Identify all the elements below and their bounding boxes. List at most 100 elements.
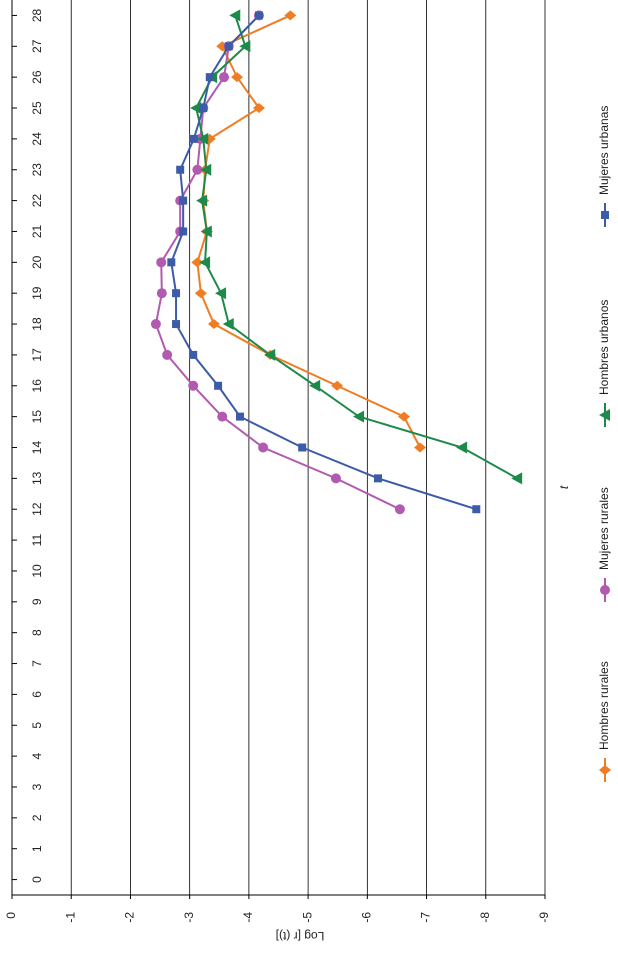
data-point bbox=[511, 472, 523, 485]
data-point bbox=[196, 194, 208, 207]
data-point bbox=[190, 102, 202, 115]
series-line bbox=[170, 14, 477, 511]
data-point bbox=[298, 443, 307, 452]
legend-marker bbox=[601, 211, 609, 219]
x-tick-label: 16 bbox=[30, 379, 44, 393]
y-tick-label: -5 bbox=[300, 912, 314, 923]
data-point bbox=[215, 287, 227, 300]
x-tick-label: 8 bbox=[30, 629, 44, 636]
x-tick-label: 7 bbox=[30, 660, 44, 667]
data-point bbox=[156, 288, 167, 299]
data-point bbox=[236, 412, 245, 421]
data-point bbox=[394, 504, 405, 515]
legend-label: Mujeres rurales bbox=[597, 487, 611, 570]
data-point bbox=[353, 410, 365, 423]
data-point bbox=[207, 319, 220, 330]
legend-label: Hombres rurales bbox=[597, 661, 611, 750]
x-tick-label: 23 bbox=[30, 163, 44, 177]
data-point bbox=[197, 132, 209, 145]
y-tick-label: -1 bbox=[63, 912, 77, 923]
data-point bbox=[330, 473, 341, 484]
x-tick-label: 11 bbox=[30, 534, 44, 547]
x-tick-label: 25 bbox=[30, 101, 44, 115]
legend-label: Mujeres urbanas bbox=[597, 106, 611, 195]
data-point bbox=[222, 318, 234, 331]
data-point bbox=[189, 350, 198, 359]
x-tick-label: 1 bbox=[30, 845, 44, 852]
x-axis-title: t bbox=[557, 485, 571, 489]
data-point bbox=[264, 348, 276, 361]
x-tick-label: 20 bbox=[30, 255, 44, 269]
y-axis-title: Log [r (t)] bbox=[276, 929, 325, 943]
data-point bbox=[309, 379, 321, 392]
data-point bbox=[172, 320, 181, 329]
legend-marker bbox=[600, 585, 610, 595]
x-tick-label: 3 bbox=[30, 783, 44, 790]
series-line bbox=[196, 14, 421, 448]
data-point bbox=[231, 72, 244, 83]
data-point bbox=[156, 257, 167, 268]
x-tick-label: 4 bbox=[30, 752, 44, 759]
y-tick-label: -6 bbox=[360, 912, 374, 923]
y-tick-label: -2 bbox=[123, 912, 137, 923]
data-point bbox=[224, 42, 233, 51]
y-tick-label: -3 bbox=[182, 912, 196, 923]
data-point bbox=[284, 10, 297, 21]
x-tick-label: 18 bbox=[30, 317, 44, 331]
data-point bbox=[254, 11, 263, 20]
x-tick-label: 22 bbox=[30, 194, 44, 208]
x-tick-label: 0 bbox=[30, 876, 44, 883]
data-point bbox=[239, 40, 251, 53]
data-point bbox=[219, 72, 230, 83]
data-point bbox=[217, 411, 228, 422]
x-tick-label: 21 bbox=[30, 224, 44, 238]
data-point bbox=[172, 289, 181, 298]
x-tick-label: 14 bbox=[30, 441, 44, 455]
x-tick-label: 24 bbox=[30, 132, 44, 146]
legend-marker bbox=[599, 409, 610, 421]
x-tick-label: 28 bbox=[30, 8, 44, 22]
data-point bbox=[167, 258, 176, 267]
x-tick-label: 10 bbox=[30, 564, 44, 578]
y-tick-label: 0 bbox=[4, 912, 18, 919]
data-point bbox=[188, 380, 199, 391]
y-tick-label: -9 bbox=[537, 912, 551, 923]
data-point bbox=[150, 319, 161, 330]
y-tick-label: -8 bbox=[478, 912, 492, 923]
x-tick-label: 13 bbox=[30, 471, 44, 485]
data-point bbox=[258, 442, 269, 453]
x-tick-label: 9 bbox=[30, 598, 44, 605]
x-tick-label: 17 bbox=[30, 348, 44, 362]
y-tick-label: -4 bbox=[241, 912, 255, 923]
legend-label: Hombres urbanos bbox=[597, 300, 611, 395]
data-point bbox=[179, 227, 188, 236]
data-point bbox=[398, 411, 411, 422]
data-point bbox=[205, 73, 214, 82]
x-tick-label: 12 bbox=[30, 502, 44, 516]
series-line bbox=[195, 15, 518, 480]
data-point bbox=[179, 196, 188, 205]
x-tick-label: 2 bbox=[30, 814, 44, 821]
data-point bbox=[162, 349, 173, 360]
legend-marker bbox=[599, 765, 611, 775]
x-tick-label: 15 bbox=[30, 410, 44, 424]
data-point bbox=[199, 104, 208, 113]
x-tick-label: 27 bbox=[30, 39, 44, 53]
x-tick-label: 6 bbox=[30, 691, 44, 698]
data-point bbox=[456, 441, 468, 454]
data-point bbox=[189, 134, 198, 143]
data-point bbox=[176, 165, 185, 174]
x-tick-label: 26 bbox=[30, 70, 44, 84]
y-tick-label: -7 bbox=[419, 912, 433, 923]
data-point bbox=[200, 163, 212, 176]
x-tick-label: 19 bbox=[30, 286, 44, 300]
data-point bbox=[331, 380, 344, 391]
data-point bbox=[194, 288, 207, 299]
data-point bbox=[191, 257, 204, 268]
data-point bbox=[214, 381, 223, 390]
data-point bbox=[414, 442, 427, 453]
data-point bbox=[373, 474, 382, 483]
data-point bbox=[252, 103, 265, 114]
data-point bbox=[200, 225, 212, 238]
